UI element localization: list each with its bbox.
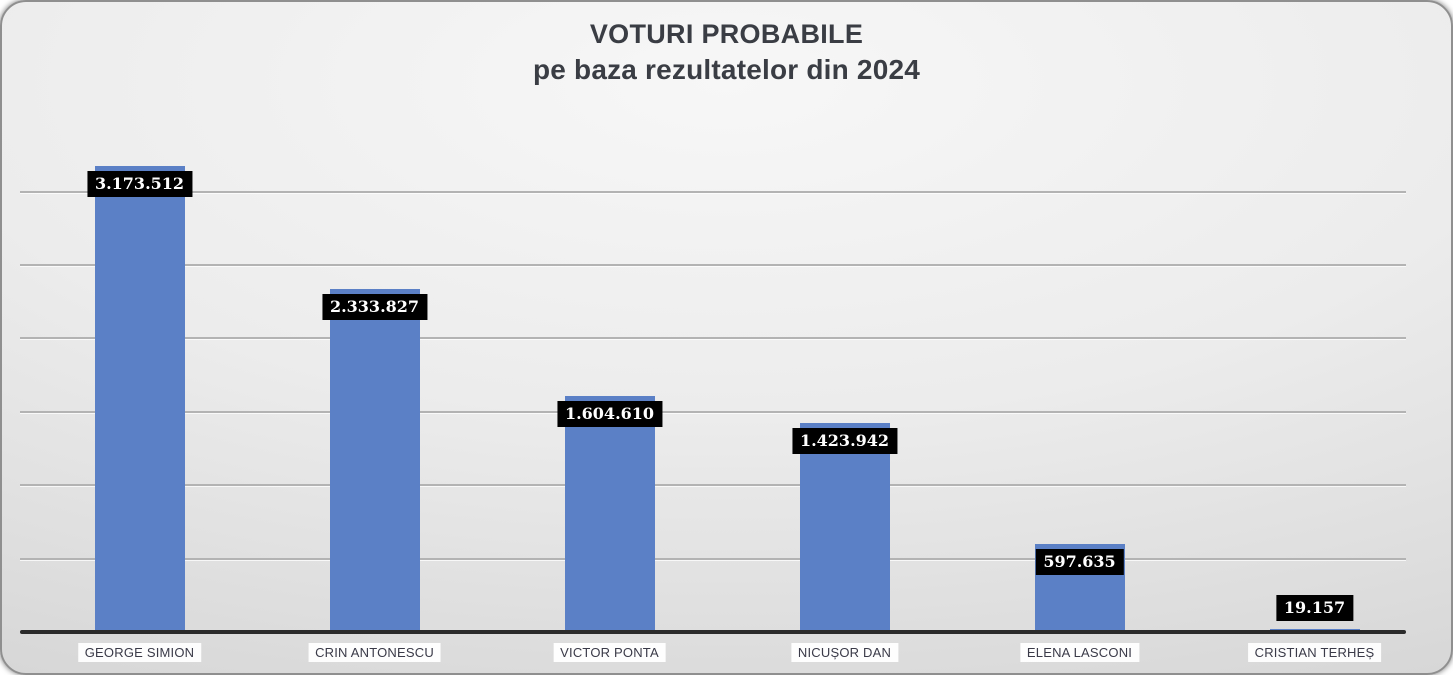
value-label: 3.173.512 [86, 171, 193, 198]
category-label: GEORGE SIMION [77, 643, 202, 662]
gridline [20, 410, 1406, 413]
chart-subtitle: pe baza rezultatelor din 2024 [532, 53, 921, 85]
category-label: CRISTIAN TERHEȘ [1247, 643, 1382, 662]
bar-george-simion [94, 166, 185, 632]
value-label: 1.423.942 [791, 427, 898, 454]
value-label: 19.157 [1275, 595, 1354, 622]
gridline [20, 190, 1406, 193]
category-label: VICTOR PONTA [553, 643, 666, 662]
category-label: CRIN ANTONESCU [308, 643, 441, 662]
value-label: 2.333.827 [321, 294, 428, 321]
category-label: NICUȘOR DAN [790, 643, 899, 662]
bar-nicu-or-dan [799, 422, 890, 632]
value-label: 1.604.610 [556, 401, 663, 428]
gridline [20, 484, 1406, 487]
gridline [20, 264, 1406, 266]
gridline [20, 337, 1406, 340]
gridline [20, 557, 1406, 560]
chart-header: VOTURI PROBABILE pe baza rezultatelor di… [2, 18, 1451, 87]
bar-crin-antonescu [329, 289, 420, 632]
x-axis-line [20, 630, 1406, 634]
bar-victor-ponta [564, 396, 655, 632]
chart-title: VOTURI PROBABILE [589, 19, 864, 49]
category-label: ELENA LASCONI [1019, 643, 1140, 662]
value-label: 597.635 [1035, 549, 1124, 576]
